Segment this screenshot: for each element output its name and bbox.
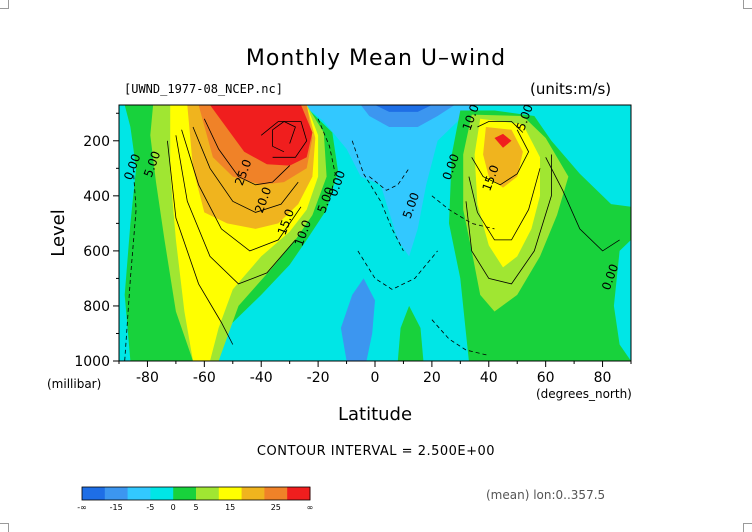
x-tick-label-80: 80 [594, 370, 612, 386]
colorbar-swatch-4 [150, 487, 174, 500]
contour-line-15 [471, 129, 530, 186]
contour-line-18 [545, 157, 620, 252]
northern-westerly-band-4 [483, 127, 523, 188]
easterly-core [360, 105, 455, 127]
colorbar-label-8: ∞ [307, 503, 314, 512]
mean-label: (mean) lon:0..357.5 [486, 488, 606, 502]
colorbar-swatch-7 [218, 487, 243, 500]
x-tick-label--60: -60 [193, 370, 216, 386]
y-tick-label-1000: 1000 [74, 354, 110, 370]
westerly-patch-low [397, 305, 424, 361]
contour-line-4 [181, 129, 302, 252]
colorbar-label-7: 25 [271, 503, 281, 512]
crop-mark-top-right [743, 0, 752, 9]
y-tick-label-600: 600 [83, 244, 110, 260]
x-tick-label--80: -80 [136, 370, 159, 386]
contour-line-9 [317, 118, 336, 202]
y-tick-label-400: 400 [83, 189, 110, 205]
y-tick-label-800: 800 [83, 299, 110, 315]
colorbar-label-2: -15 [110, 503, 123, 512]
y-tick-label-200: 200 [83, 134, 110, 150]
y-axis-title: Level [48, 209, 69, 257]
x-tick-label-40: 40 [480, 370, 498, 386]
y-axis-unit: (millibar) [47, 377, 101, 391]
plot-area: 0.005.00 25.020.015.010.05.000.005.000.00… [119, 105, 631, 361]
contour-line-16 [468, 168, 541, 241]
contour-line-3 [192, 126, 299, 213]
contour-interval-label: CONTOUR INTERVAL = 2.500E+00 [256, 444, 496, 459]
contour-line-13 [357, 250, 438, 290]
contour-line-7 [272, 121, 296, 153]
contour-line-5 [175, 135, 296, 285]
colorbar-label-5: 5 [193, 503, 198, 512]
colorbar-label-6: 15 [225, 503, 235, 512]
crop-mark-bottom-left [0, 523, 9, 532]
x-tick-label--40: -40 [250, 370, 273, 386]
easterly-region-lower [340, 278, 375, 361]
polar-calm-patch [613, 239, 631, 361]
colorbar-label-3: -5 [146, 503, 154, 512]
x-tick-label-60: 60 [537, 370, 555, 386]
contour-line-12 [431, 195, 495, 230]
x-tick-label-0: 0 [371, 370, 380, 386]
x-tick-label--20: -20 [307, 370, 330, 386]
colorbar-swatch-8 [241, 487, 265, 500]
contour-line-6 [167, 140, 234, 345]
contour-line-10 [351, 140, 404, 252]
contour-line-8 [260, 121, 308, 158]
page-title: Monthly Mean U–wind [245, 46, 507, 71]
contour-line-11 [369, 168, 410, 191]
file-label: [UWND_1977-08_NCEP.nc] [124, 82, 283, 96]
easterly-region-upper [303, 105, 475, 257]
crop-mark-bottom-right [743, 523, 752, 532]
colorbar-label-4: 0 [171, 503, 176, 512]
x-axis-unit: (degrees_north) [536, 387, 632, 401]
northern-westerly-band-5 [494, 133, 512, 148]
colorbar-label-1: -∞ [77, 503, 87, 512]
crop-mark-top-left [0, 0, 9, 9]
units-label: (units:m/s) [530, 80, 612, 98]
contour-line-14 [477, 121, 524, 133]
strong-easterly-core [375, 105, 432, 112]
x-axis-title: Latitude [338, 404, 412, 425]
colorbar-swatch-6 [196, 487, 220, 500]
colorbar-swatch-9 [264, 487, 288, 500]
colorbar-swatch-3 [127, 487, 151, 500]
colorbar-swatch-2 [104, 487, 129, 500]
colorbar-swatch-10 [287, 487, 311, 500]
colorbar-swatch-5 [173, 487, 197, 500]
colorbar-swatch-1 [82, 487, 106, 500]
contour-line-17 [465, 154, 552, 285]
contour-line-19 [431, 319, 489, 356]
contour-line-2 [203, 118, 290, 186]
colorbar-frame [81, 486, 311, 501]
x-tick-label-20: 20 [423, 370, 441, 386]
